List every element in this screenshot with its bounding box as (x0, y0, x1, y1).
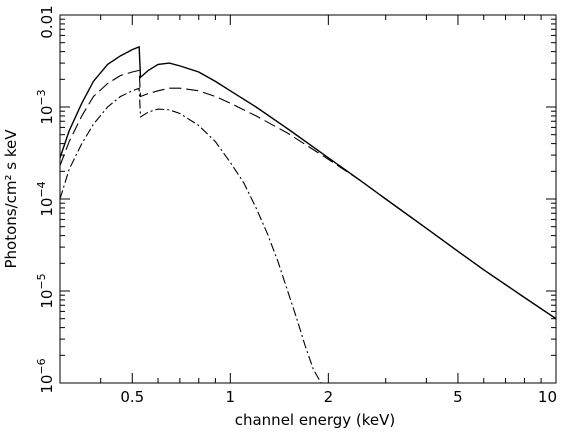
y-tick-label: 10−5 (35, 273, 56, 308)
series-line-dashed (59, 69, 557, 320)
x-tick-labels: 0.5 1 2 5 10 (120, 388, 557, 406)
y-tick-label: 10−4 (35, 181, 56, 216)
series-line-solid (59, 45, 557, 320)
axis-ticks (59, 15, 557, 384)
series-line-dash-dot (59, 87, 322, 384)
y-tick-label: 0.01 (38, 5, 56, 38)
x-tick-label: 5 (453, 388, 463, 406)
y-tick-labels: 0.01 10−3 10−4 10−5 10−6 (35, 5, 56, 393)
y-tick-label: 10−3 (35, 89, 56, 124)
plot-frame (59, 14, 557, 384)
x-tick-label: 10 (538, 388, 557, 406)
series-layer (59, 45, 557, 384)
y-axis-title: Photons/cm² s keV (2, 129, 20, 269)
x-tick-label: 0.5 (120, 388, 144, 406)
x-axis-title: channel energy (keV) (235, 411, 396, 429)
x-tick-label: 2 (324, 388, 334, 406)
x-tick-label: 1 (226, 388, 236, 406)
y-tick-label: 10−6 (35, 358, 56, 393)
